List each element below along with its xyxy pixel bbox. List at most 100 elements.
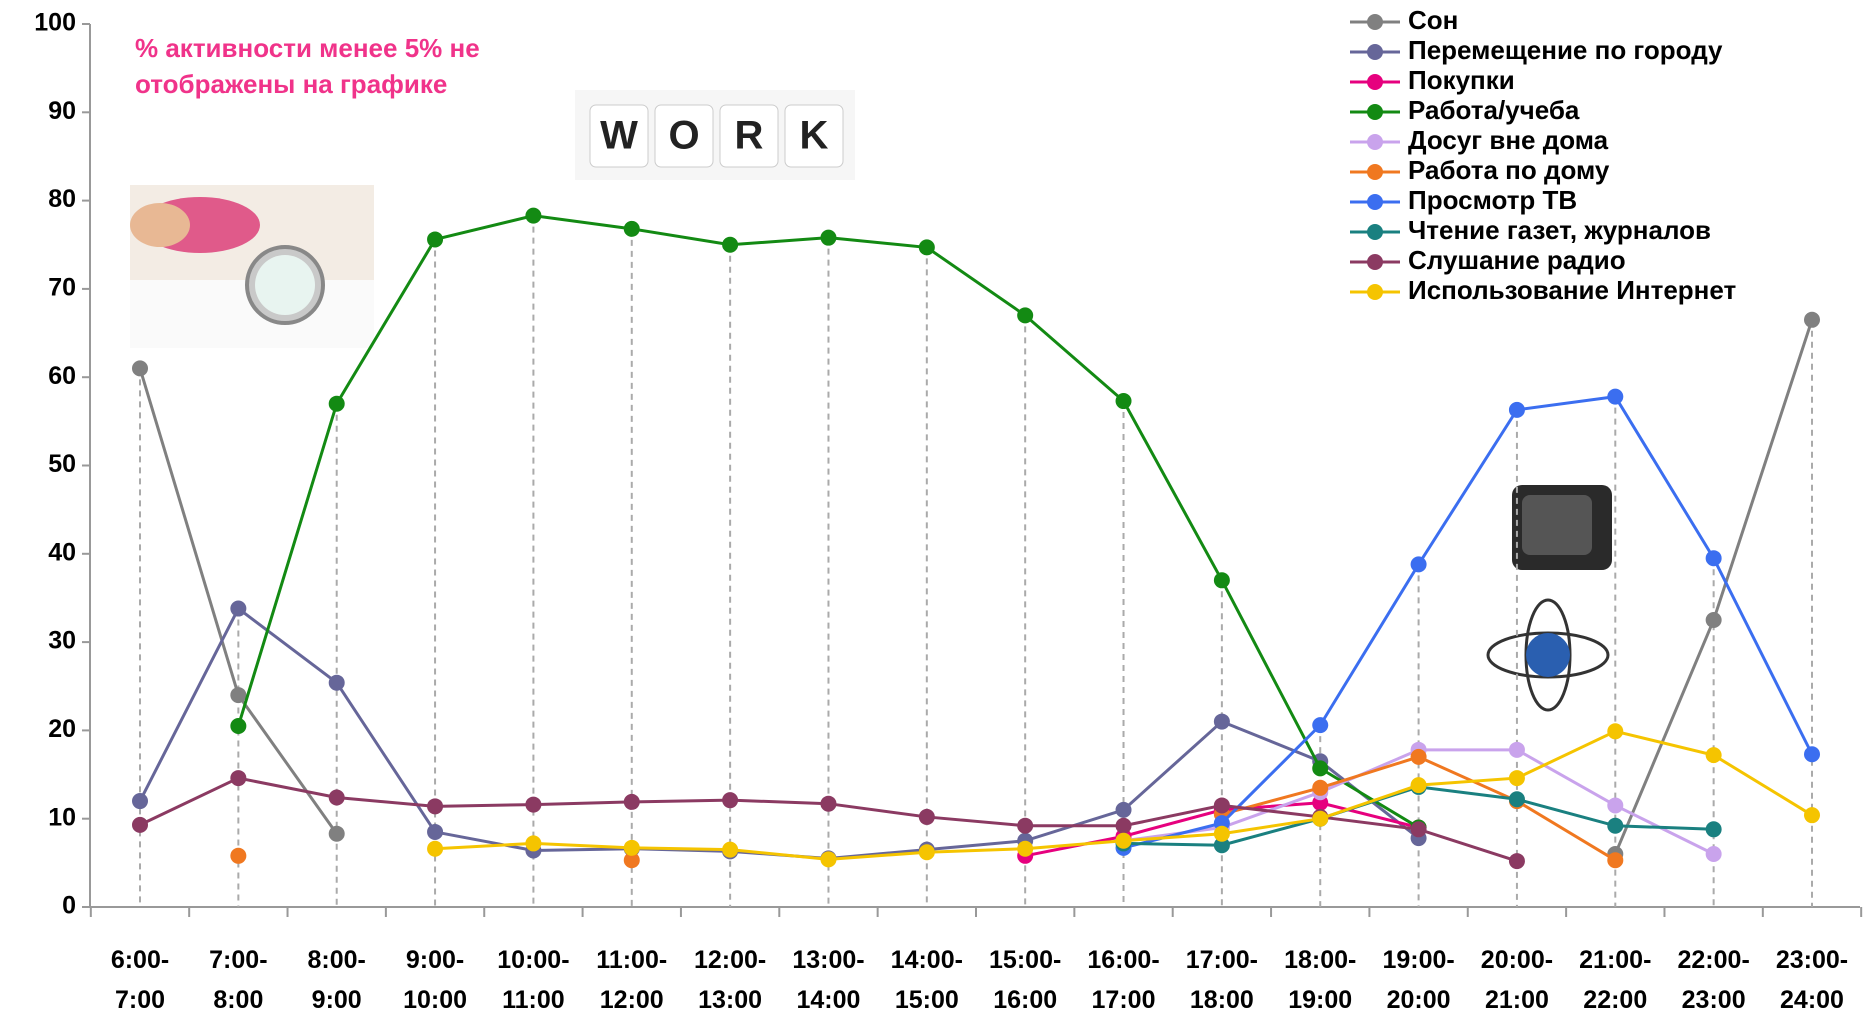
data-point [525,796,542,813]
y-tick-label: 30 [48,627,76,655]
data-point [1607,388,1624,405]
data-point [623,839,640,856]
data-point [1312,779,1329,796]
legend-label: Работа/учеба [1408,95,1580,125]
y-tick-label: 40 [48,538,76,566]
work-letter: R [735,114,764,158]
y-tick-label: 90 [48,97,76,125]
legend-label: Перемещение по городу [1408,35,1723,65]
data-point [230,717,247,734]
data-point [230,600,247,617]
legend-marker [1367,284,1383,300]
data-point [1705,846,1722,863]
work-letter: O [668,114,699,158]
data-point [328,395,345,412]
work-tile [589,104,649,168]
data-point [820,229,837,246]
y-tick-label: 50 [48,450,76,478]
data-point [918,844,935,861]
legend-label: Использование Интернет [1408,275,1737,305]
x-tick-label: 14:00-15:00 [890,946,963,1013]
data-point [1115,393,1132,410]
data-point [1115,817,1132,834]
data-point [1607,852,1624,869]
data-point [132,816,148,833]
y-tick-label: 100 [34,9,76,37]
data-point [1607,723,1624,740]
data-point [427,840,444,857]
data-point [525,835,542,852]
legend-label: Чтение газет, журналов [1408,215,1711,245]
data-point [1410,556,1427,573]
legend-marker [1367,254,1383,270]
x-tick-label: 13:00-14:00 [792,946,865,1013]
x-tick-label: 8:00-9:00 [307,946,366,1013]
data-point [328,825,345,842]
legend-label: Сон [1408,5,1458,35]
data-point [525,207,542,224]
x-tick-label: 18:00-19:00 [1284,946,1357,1013]
legend-label: Работа по дому [1408,155,1610,185]
data-point [1410,748,1427,765]
data-point [722,236,739,253]
y-tick-label: 0 [62,892,76,920]
data-point [918,239,935,256]
legend-label: Покупки [1408,65,1515,95]
data-point [1213,797,1230,814]
legend-marker [1367,74,1383,90]
data-point [1804,311,1820,328]
data-point [427,823,444,840]
data-point [1017,817,1034,834]
data-point [1213,572,1230,589]
x-tick-label: 17:00-18:00 [1185,946,1258,1013]
x-tick-label: 11:00-12:00 [596,946,668,1013]
data-point [1213,825,1230,842]
data-point [722,792,739,809]
work-tile [784,104,844,168]
x-tick-label: 20:00-21:00 [1480,946,1554,1013]
data-point [623,852,640,869]
data-point [328,674,345,691]
data-point [328,789,345,806]
legend-marker [1367,104,1383,120]
data-point [1508,741,1525,758]
x-tick-label: 16:00-17:00 [1087,946,1160,1013]
data-point [623,793,640,810]
data-point [1017,840,1034,857]
x-tick-label: 12:00-13:00 [693,946,767,1013]
legend-label: Слушание радио [1408,245,1626,275]
data-point [1804,746,1820,763]
data-point [1410,777,1427,794]
data-point [230,687,247,704]
data-point [1508,401,1525,418]
y-tick-label: 70 [48,274,76,302]
legend-marker [1367,14,1383,30]
data-point [1410,821,1427,838]
data-point [1705,550,1722,567]
data-point [1115,832,1132,849]
work-tile [719,104,779,168]
data-point [1213,837,1230,854]
data-point [722,841,739,858]
y-tick-label: 10 [48,803,76,831]
legend-label: Просмотр ТВ [1408,185,1577,215]
legend-label: Досуг вне дома [1408,125,1609,155]
data-point [1607,797,1624,814]
data-point [230,770,247,787]
data-point [1508,770,1525,787]
data-point [1115,801,1132,818]
data-point [1508,853,1525,870]
x-tick-label: 9:00-10:00 [403,946,468,1013]
data-point [918,808,935,825]
work-letter: K [800,114,829,158]
x-tick-label: 22:00-23:00 [1677,946,1750,1013]
legend-marker [1367,134,1383,150]
y-tick-label: 60 [48,362,76,390]
legend-marker [1367,224,1383,240]
x-tick-label: 15:00-16:00 [989,946,1062,1013]
data-point [1213,713,1230,730]
data-point [1312,810,1329,827]
data-point [1804,807,1820,824]
